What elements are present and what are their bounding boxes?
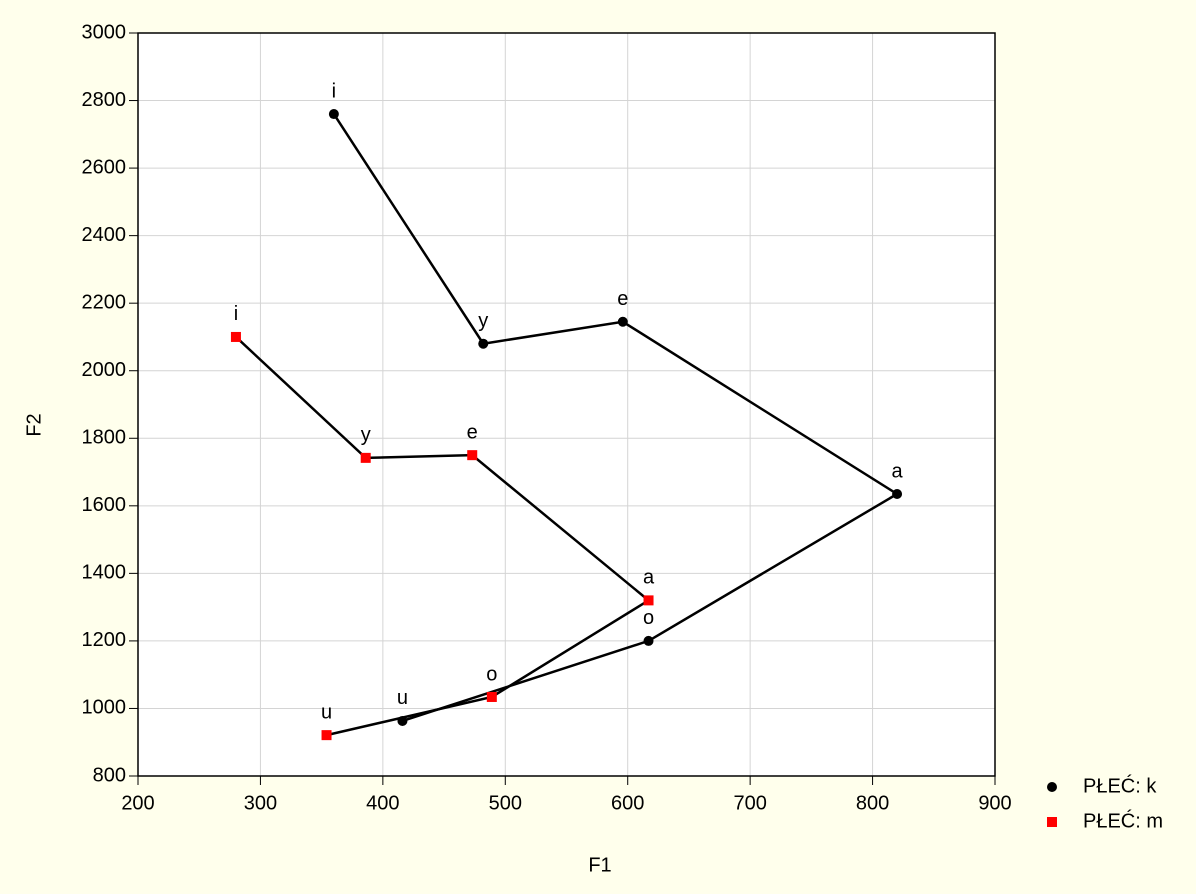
point-label: i xyxy=(234,303,238,325)
point xyxy=(892,488,903,499)
x-tick-label: 900 xyxy=(978,792,1011,814)
y-tick-label: 2800 xyxy=(82,89,127,111)
legend-label: PŁEĆ: m xyxy=(1083,809,1163,832)
point xyxy=(478,338,489,349)
legend-label: PŁEĆ: k xyxy=(1083,774,1157,797)
point-label: u xyxy=(321,701,332,723)
point xyxy=(328,109,339,120)
point xyxy=(360,452,371,463)
y-tick-label: 1200 xyxy=(82,629,127,651)
plot-frame xyxy=(137,32,996,777)
point-label: a xyxy=(643,567,655,589)
point-label: y xyxy=(478,310,488,332)
y-tick-label: 800 xyxy=(93,764,126,786)
point xyxy=(486,691,497,702)
point-label: u xyxy=(397,687,408,709)
point-label: o xyxy=(486,663,497,685)
y-tick-label: 1600 xyxy=(82,494,127,516)
plot-area xyxy=(138,33,995,776)
x-tick-label: 400 xyxy=(366,792,399,814)
series-line xyxy=(332,113,900,723)
point-label: e xyxy=(617,288,628,310)
point xyxy=(230,331,241,342)
x-tick-label: 200 xyxy=(121,792,154,814)
y-axis-label: F2 xyxy=(23,413,45,436)
point xyxy=(397,715,408,726)
point-label: y xyxy=(361,424,371,446)
point-label: o xyxy=(643,607,654,629)
x-axis-label: F1 xyxy=(588,854,611,876)
series-line xyxy=(235,336,651,737)
y-tick-label: 3000 xyxy=(82,21,127,43)
lines xyxy=(235,113,900,737)
x-tick-label: 700 xyxy=(733,792,766,814)
y-tick-label: 1800 xyxy=(82,427,127,449)
x-tick-label: 500 xyxy=(489,792,522,814)
y-tick-label: 1000 xyxy=(82,697,127,719)
point-label: i xyxy=(332,80,336,102)
point-label: e xyxy=(467,421,478,443)
point xyxy=(467,450,478,461)
x-tick-label: 600 xyxy=(611,792,644,814)
point xyxy=(617,316,628,327)
x-tick-label: 300 xyxy=(244,792,277,814)
y-tick-label: 2400 xyxy=(82,224,127,246)
y-tick-label: 2600 xyxy=(82,156,127,178)
x-tick-label: 800 xyxy=(856,792,889,814)
point xyxy=(321,730,332,741)
y-tick-label: 1400 xyxy=(82,562,127,584)
y-tick-label: 2200 xyxy=(82,291,127,313)
point-label: a xyxy=(891,460,903,482)
y-tick-label: 2000 xyxy=(82,359,127,381)
point xyxy=(643,595,654,606)
point xyxy=(643,635,654,646)
legend-marker xyxy=(1047,817,1057,827)
legend-marker xyxy=(1047,782,1057,792)
